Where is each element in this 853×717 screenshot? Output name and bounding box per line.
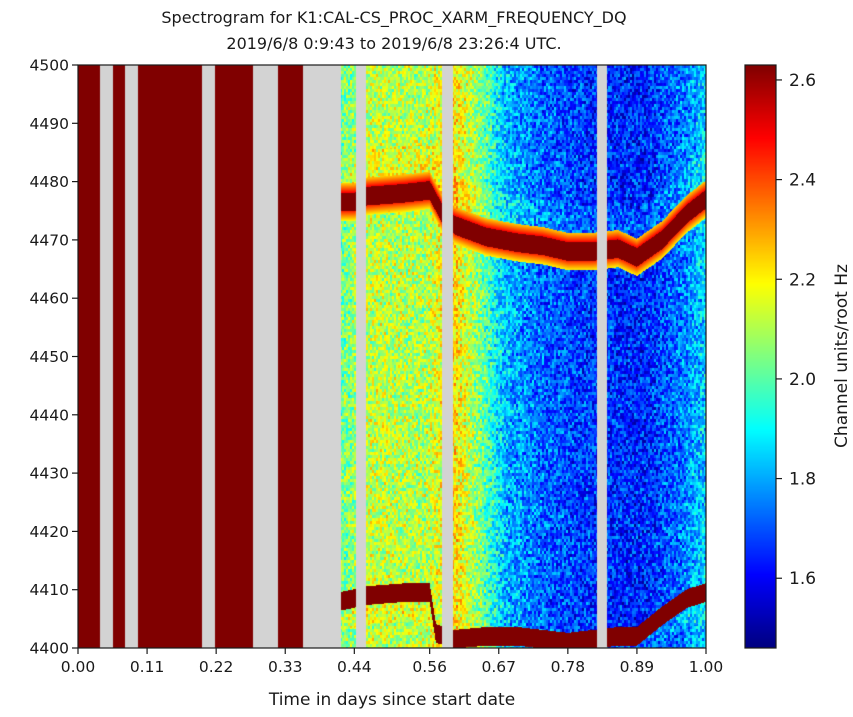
y-tick-label: 4490: [30, 115, 69, 133]
colorbar-tick-label: 2.2: [789, 270, 816, 290]
y-tick-label: 4420: [30, 523, 69, 541]
colorbar: 1.6 1.8 2.0 2.2 2.4 2.6 Channel units/root Hz: [744, 64, 852, 649]
title-line-2: 2019/6/8 0:9:43 to 2019/6/8 23:26:4 UTC.: [226, 34, 561, 53]
colorbar-tick-label: 2.6: [789, 71, 816, 91]
spectrogram-plot-area: [77, 64, 707, 649]
y-tick-label: 4480: [30, 173, 69, 191]
x-tick-label: 0.44: [337, 658, 372, 676]
x-axis: 0.00 0.11 0.22 0.33 0.44 0.56 0.67 0.78 0.89 1.00: [61, 648, 724, 676]
chart-title: Spectrogram for K1:CAL-CS_PROC_XARM_FREQ…: [161, 8, 626, 53]
colorbar-label: Channel units/root Hz: [832, 264, 852, 448]
x-tick-label: 0.33: [268, 658, 303, 676]
spectrogram-heatmap: [78, 65, 706, 648]
colorbar-tick-label: 2.4: [789, 171, 816, 191]
x-tick-label: 0.22: [199, 658, 234, 676]
colorbar-gradient: [745, 65, 776, 648]
y-tick-label: 4500: [30, 57, 69, 75]
y-axis: 4400 4410 4420 4430 4440 4450 4460 4470 4480 4490…: [30, 57, 78, 658]
colorbar-tick-label: 1.6: [789, 569, 816, 589]
x-tick-label: 0.67: [482, 658, 517, 676]
x-tick-label: 0.11: [130, 658, 165, 676]
x-axis-title: Time in days since start date: [268, 690, 515, 710]
y-tick-label: 4430: [30, 465, 69, 483]
y-tick-label: 4440: [30, 406, 69, 424]
x-tick-label: 0.56: [412, 658, 447, 676]
x-tick-label: 1.00: [689, 658, 724, 676]
x-tick-label: 0.78: [551, 658, 586, 676]
y-tick-label: 4400: [30, 640, 69, 658]
colorbar-tick-label: 1.8: [789, 470, 816, 490]
title-line-1: Spectrogram for K1:CAL-CS_PROC_XARM_FREQ…: [161, 8, 626, 28]
colorbar-tick-label: 2.0: [789, 370, 816, 390]
colorbar-ticks: 1.6 1.8 2.0 2.2 2.4 2.6: [776, 71, 816, 589]
y-tick-label: 4410: [30, 581, 69, 599]
y-tick-label: 4450: [30, 348, 69, 366]
x-tick-label: 0.00: [61, 658, 96, 676]
colorbar-frame: [744, 64, 777, 649]
y-tick-label: 4470: [30, 231, 69, 249]
x-tick-label: 0.89: [620, 658, 655, 676]
y-tick-label: 4460: [30, 290, 69, 308]
